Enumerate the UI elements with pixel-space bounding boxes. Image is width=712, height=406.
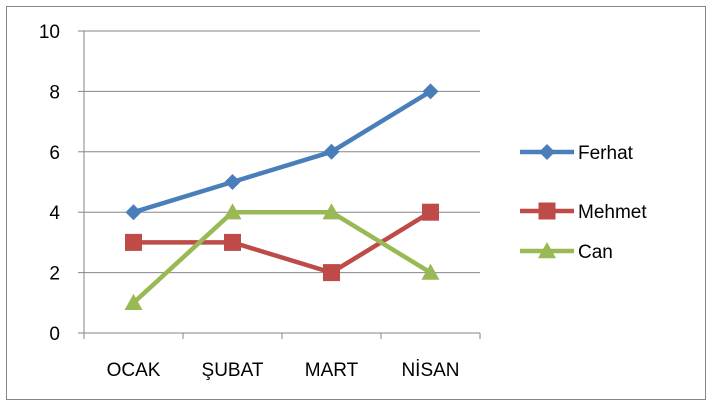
data-point-ferhat — [422, 83, 439, 100]
data-point-can — [421, 263, 440, 280]
chart-frame — [6, 6, 706, 400]
y-tick-label: 0 — [49, 324, 60, 345]
data-point-mehmet — [224, 233, 241, 251]
data-point-mehmet — [323, 264, 340, 282]
x-tick-label: ŞUBAT — [202, 360, 264, 381]
gridlines — [84, 30, 480, 274]
plot-series — [124, 83, 440, 310]
series-can — [124, 203, 440, 310]
y-tick-label: 6 — [49, 143, 60, 164]
x-tick-label: MART — [305, 360, 359, 381]
x-tick-label: OCAK — [107, 360, 161, 381]
series-line-can — [131, 209, 433, 306]
legend-marker-can — [538, 242, 556, 259]
series-line-ferhat — [131, 89, 433, 215]
data-point-ferhat — [323, 143, 340, 160]
legend-label-ferhat: Ferhat — [578, 143, 634, 164]
y-tick-label: 8 — [49, 82, 60, 103]
legend: Ferhat Mehmet Can — [520, 143, 647, 263]
y-tick-label: 2 — [49, 264, 60, 285]
y-tick-label: 4 — [49, 203, 60, 224]
legend-marker-mehmet — [538, 202, 556, 220]
x-tick-label: NİSAN — [401, 360, 459, 381]
data-point-can — [223, 203, 242, 220]
data-point-ferhat — [224, 174, 241, 190]
legend-label-can: Can — [578, 242, 613, 263]
legend-label-mehmet: Mehmet — [578, 202, 647, 223]
data-point-ferhat — [125, 204, 142, 221]
series-ferhat — [125, 83, 439, 221]
y-tick-label: 10 — [39, 22, 60, 43]
legend-item-ferhat: Ferhat — [520, 143, 634, 164]
data-point-mehmet — [422, 203, 439, 221]
data-point-can — [322, 203, 341, 220]
axes: 0 2 4 6 8 10 OCAK ŞUBAT MART NİSAN — [39, 22, 481, 381]
legend-marker-ferhat — [539, 144, 555, 160]
legend-item-mehmet: Mehmet — [520, 202, 647, 223]
data-point-can — [124, 293, 143, 310]
legend-item-can: Can — [520, 242, 613, 263]
data-point-mehmet — [125, 233, 142, 251]
